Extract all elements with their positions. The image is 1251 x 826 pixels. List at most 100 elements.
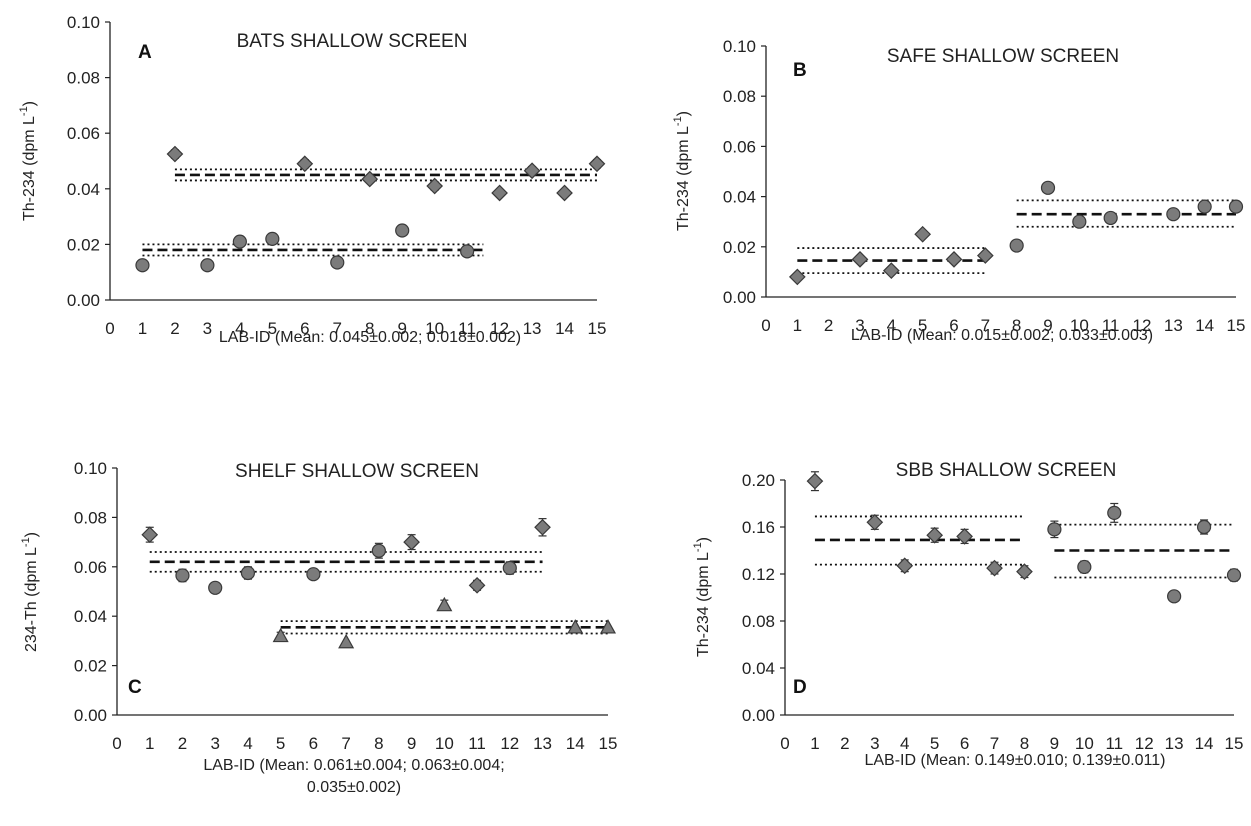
y-tick-label: 0.04 (742, 659, 775, 678)
data-point (986, 559, 1003, 577)
data-point (338, 633, 355, 649)
x-tick-label: 11 (458, 319, 476, 338)
data-point (1226, 568, 1242, 583)
x-axis-label: 0.035±0.002) (307, 779, 401, 796)
y-tick-label: 0.12 (742, 565, 775, 584)
y-tick-label: 0.06 (723, 137, 756, 156)
x-tick-label: 11 (468, 734, 486, 753)
data-point (1047, 520, 1062, 539)
y-tick-label: 0.20 (742, 471, 775, 490)
data-point (208, 580, 223, 595)
x-tick-label: 11 (1102, 316, 1120, 335)
x-axis-label: LAB-ID (Mean: 0.045±0.002; 0.018±0.002) (219, 329, 521, 346)
panel-c: 0.000.020.040.060.080.100 1 2 3 4 5 6 7 8 9 10 11 12… (20, 459, 617, 796)
x-tick-label: 14 (1195, 316, 1214, 335)
data-point (361, 170, 379, 188)
data-point (806, 471, 824, 492)
x-axis-label: LAB-ID (Mean: 0.061±0.004; 0.063±0.004; (203, 757, 504, 774)
data-point (272, 627, 289, 643)
x-tick-label: 11 (1105, 734, 1123, 753)
panel-title: SAFE SHALLOW SCREEN (887, 46, 1119, 67)
y-tick-label: 0.04 (74, 607, 107, 626)
x-tick-label: 6 (300, 319, 309, 338)
data-point (534, 518, 551, 537)
x-tick-label: 7 (990, 734, 999, 753)
y-tick-label: 0.10 (74, 459, 107, 478)
data-point (599, 619, 617, 634)
x-tick-label: 2 (840, 734, 849, 753)
x-tick-label: 12 (1133, 316, 1152, 335)
y-tick-label: 0.00 (742, 706, 775, 725)
data-point (1107, 502, 1122, 523)
data-point (426, 177, 444, 195)
data-point (502, 560, 517, 576)
data-point (976, 247, 994, 264)
y-tick-label: 0.02 (723, 238, 756, 257)
data-point (135, 258, 150, 273)
x-tick-label: 10 (425, 319, 444, 338)
x-tick-label: 4 (887, 316, 896, 335)
x-tick-label: 5 (276, 734, 285, 753)
x-tick-label: 8 (365, 319, 374, 338)
x-tick-label: 3 (210, 734, 219, 753)
y-tick-label: 0.06 (74, 558, 107, 577)
x-tick-label: 3 (855, 316, 864, 335)
x-tick-label: 13 (1164, 316, 1183, 335)
data-point (866, 513, 884, 531)
data-point (141, 526, 159, 544)
x-axis-label: LAB-ID (Mean: 0.015±0.002; 0.033±0.003) (851, 327, 1153, 344)
data-point (371, 542, 386, 559)
panel-a: 0.000.020.040.060.080.100 1 2 3 4 5 6 7 8 9 10 11 12… (18, 13, 606, 346)
data-point (956, 528, 973, 545)
y-tick-label: 0.00 (74, 706, 107, 725)
data-point (882, 262, 900, 279)
x-tick-label: 12 (1135, 734, 1154, 753)
y-tick-label: 0.10 (723, 37, 756, 56)
panel-title: SHELF SHALLOW SCREEN (235, 461, 479, 482)
y-axis-label: Th-234 (dpm L-1) (672, 111, 692, 231)
y-axis-label: 234-Th (dpm L-1) (20, 532, 40, 652)
x-tick-label: 15 (588, 319, 607, 338)
panel-label: D (793, 677, 807, 698)
x-tick-label: 5 (268, 319, 277, 338)
x-tick-label: 5 (930, 734, 939, 753)
y-tick-label: 0.02 (67, 235, 100, 254)
data-point (896, 557, 914, 575)
x-tick-label: 15 (1225, 734, 1244, 753)
data-point (1167, 589, 1182, 604)
data-point (1166, 207, 1181, 222)
x-tick-label: 2 (824, 316, 833, 335)
x-tick-label: 3 (203, 319, 212, 338)
x-tick-label: 12 (490, 319, 509, 338)
data-point (330, 255, 345, 270)
x-tick-label: 2 (178, 734, 187, 753)
x-tick-label: 6 (960, 734, 969, 753)
data-point (265, 231, 280, 246)
x-tick-label: 9 (397, 319, 406, 338)
x-tick-label: 1 (138, 319, 147, 338)
y-axis-label: Th-234 (dpm L-1) (18, 101, 38, 221)
y-tick-label: 0.06 (67, 124, 100, 143)
data-point (240, 565, 256, 581)
data-point (851, 251, 869, 268)
data-point (1196, 519, 1212, 535)
x-tick-label: 0 (761, 316, 770, 335)
x-tick-label: 2 (170, 319, 179, 338)
panel-label: A (138, 42, 152, 63)
x-tick-label: 4 (900, 734, 909, 753)
x-tick-label: 13 (523, 319, 542, 338)
x-tick-label: 4 (235, 319, 244, 338)
panel-d: 0.000.040.080.120.160.200 1 2 3 4 5 6 7 8 9 10 11 12… (692, 460, 1243, 769)
data-point (1197, 199, 1212, 214)
data-point (200, 258, 215, 273)
data-point (556, 184, 573, 202)
data-point (175, 568, 190, 583)
y-tick-label: 0.08 (723, 87, 756, 106)
x-tick-label: 15 (1227, 316, 1246, 335)
x-tick-label: 1 (145, 734, 154, 753)
data-point (1072, 214, 1087, 229)
data-point (306, 567, 321, 582)
data-point (395, 223, 410, 238)
x-tick-label: 9 (1050, 734, 1059, 753)
y-tick-label: 0.04 (67, 180, 100, 199)
